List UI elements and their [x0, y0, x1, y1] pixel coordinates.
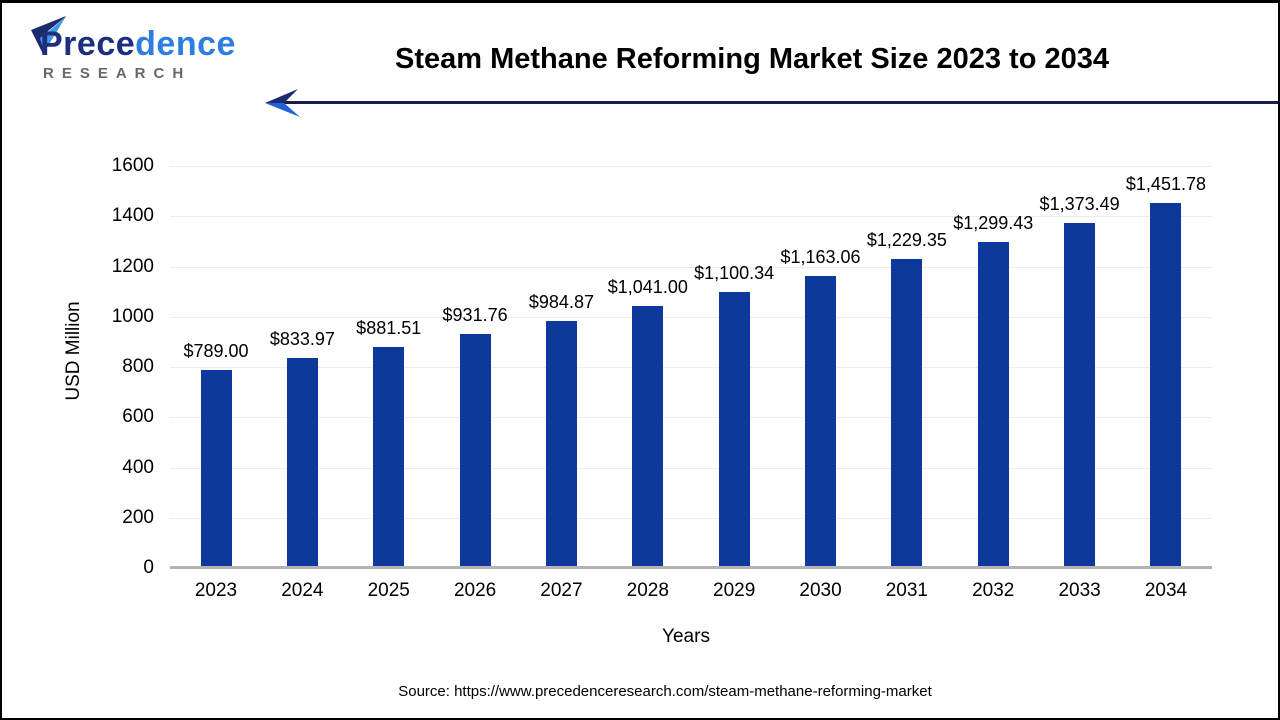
bar-value-label: $833.97 [269, 329, 335, 350]
brand-subtitle: RESEARCH [43, 65, 192, 82]
y-tick-label: 1200 [111, 255, 154, 277]
y-tick-label: 1400 [111, 205, 154, 227]
y-tick-label: 1600 [111, 155, 154, 176]
bar-value-label: $1,299.43 [953, 212, 1034, 233]
x-tick-label: 2031 [885, 580, 929, 601]
x-axis-title: Years [662, 626, 710, 647]
bar-2028 [632, 306, 664, 568]
x-tick-label: 2034 [1144, 580, 1188, 601]
bar-value-label: $1,100.34 [694, 262, 775, 283]
x-axis-line [170, 566, 1212, 569]
x-tick-label: 2027 [540, 580, 583, 601]
gridline [170, 266, 1212, 268]
bar-value-label: $789.00 [183, 340, 249, 361]
gridline [170, 166, 1212, 167]
bar-value-label: $931.76 [442, 304, 508, 325]
gridline [170, 367, 1212, 368]
source-text: Source: https://www.precedenceresearch.c… [398, 683, 932, 700]
bar-2027 [545, 320, 577, 568]
brand-name: Precedence [40, 23, 236, 65]
x-tick-label: 2024 [281, 580, 324, 601]
x-tick-label: 2029 [713, 580, 756, 601]
bar-2030 [805, 275, 837, 568]
bar-2024 [286, 358, 318, 568]
chart-title: Steam Methane Reforming Market Size 2023… [395, 43, 1109, 75]
gridline [170, 517, 1212, 519]
x-tick-label: 2026 [453, 580, 497, 601]
gridline [170, 216, 1212, 218]
y-tick-label: 800 [122, 356, 154, 377]
x-tick-label: 2032 [972, 580, 1015, 601]
bar-2026 [459, 333, 491, 568]
x-tick-label: 2028 [626, 580, 669, 601]
bar-value-label: $1,229.35 [866, 230, 947, 251]
paper-plane-icon [31, 16, 66, 54]
x-tick-label: 2023 [194, 580, 238, 601]
bar-value-label: $1,373.49 [1039, 193, 1120, 214]
plot-area: 0 200 400 600 800 1000 1200 1400 1600 $789.00 2023… [112, 155, 1212, 601]
gridline [170, 316, 1212, 318]
precedence-research-logo: Precedence RESEARCH [31, 16, 262, 87]
y-tick-label: 1000 [111, 305, 154, 327]
bar-2029 [718, 291, 750, 568]
bar-2025 [373, 346, 405, 568]
brand-name-part1: Prece [40, 25, 136, 63]
bar-value-label: $1,451.78 [1125, 174, 1206, 195]
bar-2032 [977, 241, 1009, 568]
gridline [170, 467, 1212, 469]
bar-value-label: $984.87 [528, 291, 594, 312]
y-tick-label: 200 [122, 506, 154, 528]
bar-2023 [200, 369, 232, 568]
bar-value-label: $1,041.00 [607, 277, 688, 298]
x-tick-label: 2030 [799, 580, 842, 601]
y-tick-label: 600 [122, 406, 154, 428]
x-tick-label: 2025 [367, 580, 410, 601]
x-tick-label: 2033 [1058, 580, 1101, 601]
y-tick-label: 0 [143, 557, 154, 578]
bar-2033 [1064, 222, 1096, 568]
bar-value-label: $881.51 [356, 317, 422, 338]
divider-line [284, 101, 1278, 104]
bar-value-label: $1,163.06 [780, 246, 861, 267]
left-arrow-icon [265, 89, 300, 117]
bar-2034 [1150, 203, 1182, 568]
brand-name-part2: dence [135, 25, 236, 63]
bar-2031 [891, 259, 923, 568]
gridline [170, 417, 1212, 419]
y-axis-title: USD Million [63, 301, 84, 401]
y-tick-label: 400 [122, 456, 154, 478]
